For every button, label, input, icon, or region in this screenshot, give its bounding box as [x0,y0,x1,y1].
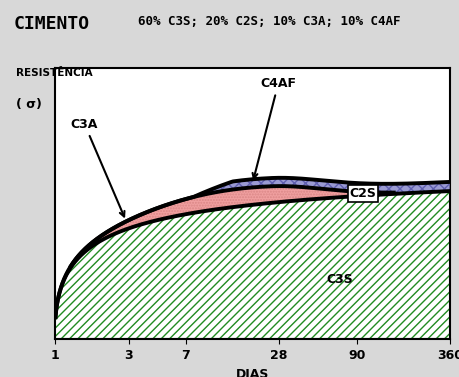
Text: C3S: C3S [326,273,353,286]
Text: C4AF: C4AF [252,77,297,178]
X-axis label: DIAS: DIAS [236,368,269,377]
Text: C3A: C3A [71,118,124,216]
Text: C2S: C2S [350,187,376,200]
Text: CIMENTO: CIMENTO [14,15,90,33]
Text: ( σ): ( σ) [16,98,41,111]
Text: RESISTÊNCIA: RESISTÊNCIA [16,68,92,78]
Text: 60% C3S; 20% C2S; 10% C3A; 10% C4AF: 60% C3S; 20% C2S; 10% C3A; 10% C4AF [138,15,400,28]
